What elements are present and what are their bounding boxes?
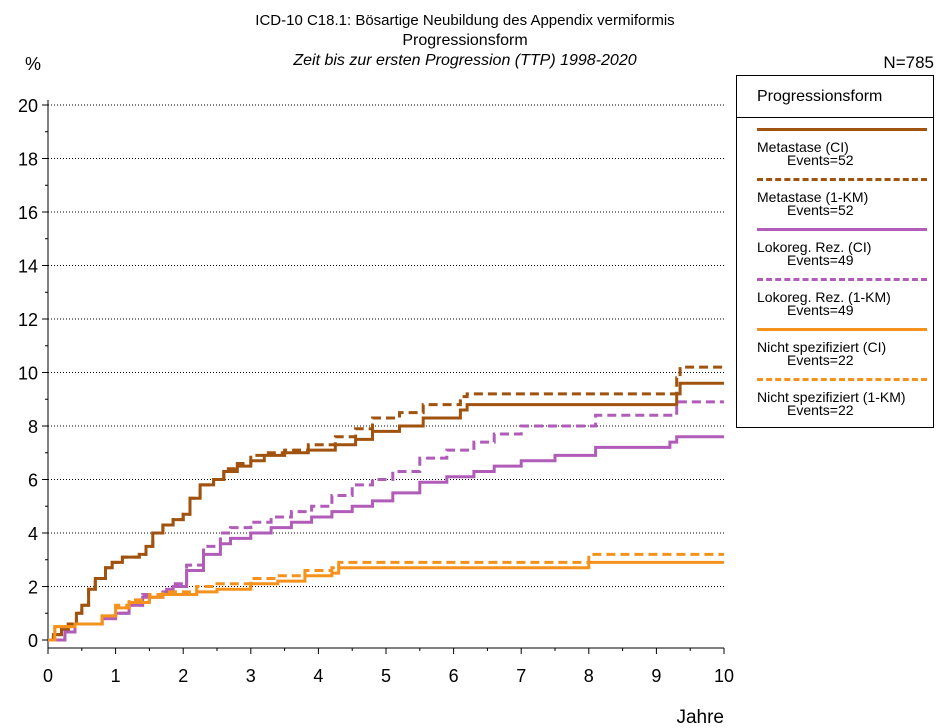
x-tick-label: 5	[381, 666, 391, 686]
y-tick-label: 16	[18, 203, 38, 223]
x-tick-label: 7	[516, 666, 526, 686]
legend-label: Nicht spezifiziert (CI)	[757, 339, 887, 355]
x-tick-label: 6	[449, 666, 459, 686]
y-tick-label: 14	[18, 257, 38, 277]
y-tick-label: 0	[28, 631, 38, 651]
y-tick-label: 20	[18, 96, 38, 116]
series-line-3	[48, 435, 724, 642]
legend-events: Events=22	[787, 352, 854, 368]
legend-swatch	[757, 378, 927, 381]
x-tick-label: 1	[111, 666, 121, 686]
y-tick-label: 12	[18, 310, 38, 330]
legend-label: Metastase (CI)	[757, 139, 849, 155]
legend-label: Lokoreg. Rez. (CI)	[757, 239, 872, 255]
legend-label: Lokoreg. Rez. (1-KM)	[757, 289, 891, 305]
series-line-4	[48, 400, 724, 642]
chart-subtitle: Progressionsform	[402, 32, 527, 49]
x-tick-label: 10	[714, 666, 734, 686]
y-axis-label: %	[25, 54, 41, 74]
legend-swatch	[757, 128, 927, 131]
y-tick-label: 8	[28, 417, 38, 437]
legend-swatch	[757, 328, 927, 331]
legend-swatch	[757, 178, 927, 181]
x-tick-label: 0	[43, 666, 53, 686]
chart-title: ICD-10 C18.1: Bösartige Neubildung des A…	[255, 12, 674, 29]
series-line-6	[48, 552, 724, 642]
x-tick-label: 2	[178, 666, 188, 686]
series-line-2	[48, 365, 724, 642]
legend-events: Events=22	[787, 402, 854, 418]
x-axis-label: Jahre	[676, 707, 724, 728]
x-tick-label: 9	[651, 666, 661, 686]
legend-events: Events=52	[787, 202, 854, 218]
n-label: N=785	[883, 53, 934, 72]
legend-title: Progressionsform	[737, 76, 933, 118]
legend-label: Nicht spezifiziert (1-KM)	[757, 389, 906, 405]
y-tick-label: 6	[28, 471, 38, 491]
y-tick-label: 2	[28, 578, 38, 598]
chart-subtitle-period: Zeit bis zur ersten Progression (TTP) 19…	[292, 52, 636, 69]
legend-swatch	[757, 228, 927, 231]
legend-events: Events=49	[787, 252, 854, 268]
legend-events: Events=52	[787, 152, 854, 168]
legend-swatch	[757, 278, 927, 281]
y-tick-label: 10	[18, 364, 38, 384]
series-lines	[48, 365, 724, 642]
legend: Progressionsform Metastase (CI) Events=52…	[736, 75, 934, 428]
x-tick-label: 3	[246, 666, 256, 686]
legend-label: Metastase (1-KM)	[757, 189, 869, 205]
x-tick-label: 8	[584, 666, 594, 686]
legend-events: Events=49	[787, 302, 854, 318]
grid	[48, 104, 724, 587]
y-tick-label: 4	[28, 524, 38, 544]
x-tick-label: 4	[313, 666, 323, 686]
y-tick-label: 18	[18, 150, 38, 170]
